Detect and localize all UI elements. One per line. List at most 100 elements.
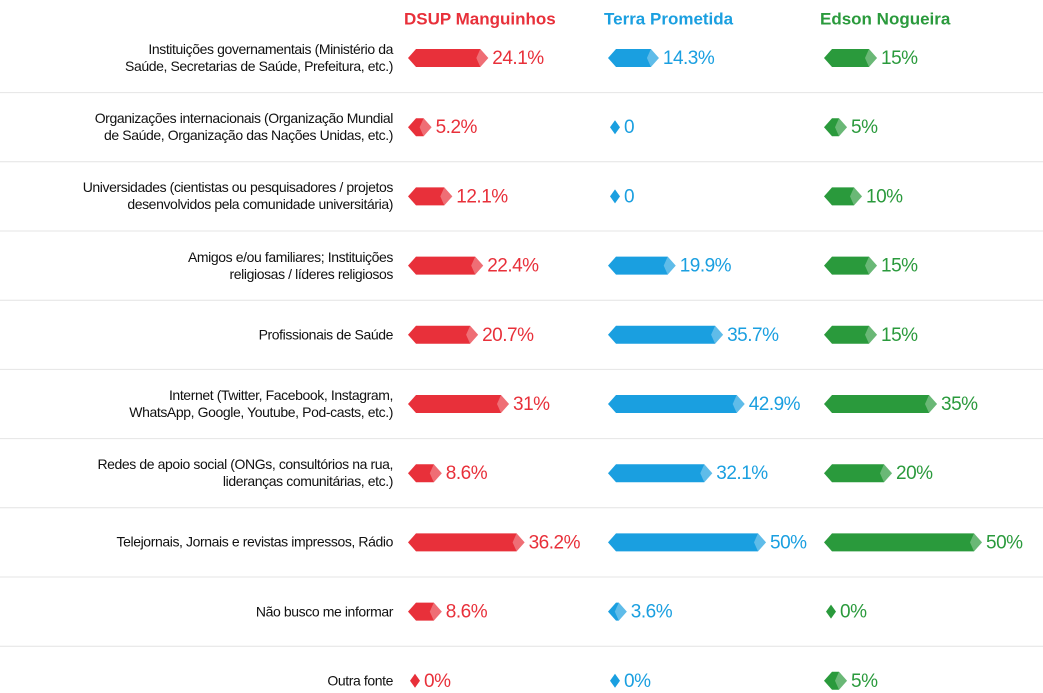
value-label: 10% [866,186,903,207]
bar-tip [476,49,489,67]
bar-tip [646,49,659,67]
bar-tip [732,395,745,413]
bar-tip [711,325,724,344]
value-label: 8.6% [446,463,488,484]
category-label: Amigos e/ou familiares; Instituições rel… [187,248,393,282]
value-label: 36.2% [529,532,581,553]
bar [608,464,713,483]
bar [408,325,479,344]
value-label: 24.1% [492,48,544,69]
value-label: 50% [770,532,807,553]
bar [824,533,982,552]
bar-tip [466,325,479,344]
bar-tip [497,395,509,413]
value-label: 12.1% [456,186,508,207]
bar [410,673,420,688]
bar [610,673,620,688]
bar [608,602,627,621]
bar-tip [865,256,877,275]
bar [610,189,620,204]
legend-label: Edson Nogueira [820,9,951,28]
bar [826,604,836,619]
value-label: 14.3% [663,48,715,69]
value-label: 0 [624,117,634,138]
category-label: Profissionais de Saúde [258,326,394,343]
value-label: 5% [851,117,878,138]
bar [824,118,847,137]
bar [408,49,489,67]
bar [824,325,877,344]
bar [824,464,892,483]
bar-tip [970,533,982,552]
bar [824,395,937,413]
bar [408,395,509,413]
value-label: 5.2% [436,117,478,138]
bar [408,256,484,275]
value-label: 15% [881,325,918,346]
bar [608,256,676,275]
legend-label: DSUP Manguinhos [404,9,556,28]
category-label: Organizações internacionais (Organização… [94,110,394,144]
bar [408,602,442,621]
bar-tip [663,256,676,275]
bar [608,395,745,413]
value-label: 15% [881,256,918,277]
bar [608,533,766,552]
category-label: Instituições governamentais (Ministério … [125,41,393,74]
value-label: 15% [881,48,918,69]
value-label: 20.7% [482,325,534,346]
bar-tip [614,602,627,621]
bar [408,118,432,137]
bar-tip [865,325,877,344]
value-label: 19.9% [680,256,732,277]
value-label: 42.9% [749,394,801,415]
bar [824,671,847,690]
bar-tip [880,464,892,483]
value-label: 35% [941,394,978,415]
bar [610,120,620,135]
value-label: 50% [986,532,1023,553]
bar [608,325,724,344]
value-label: 35.7% [727,325,779,346]
bar [408,464,442,483]
legend-label: Terra Prometida [604,9,734,28]
category-label: Universidades (cientistas ou pesquisador… [82,179,394,213]
value-label: 22.4% [487,256,539,277]
bar-tip [850,187,862,206]
value-label: 8.6% [446,602,488,623]
bar [608,49,659,67]
category-label: Internet (Twitter, Facebook, Instagram, … [129,387,393,420]
bar-tip [925,395,937,413]
bar-tip [865,49,877,67]
bar-tip [429,602,442,621]
value-label: 0% [424,671,451,692]
value-label: 0% [624,671,651,692]
bar-tip [512,533,525,552]
category-label: Não busco me informar [255,603,394,620]
category-label: Telejornais, Jornais e revistas impresso… [116,533,394,550]
value-label: 3.6% [631,602,673,623]
value-label: 0 [624,186,634,207]
value-label: 20% [896,463,933,484]
value-label: 5% [851,671,878,692]
category-label: Outra fonte [327,672,393,689]
bar [824,187,862,206]
bar-tip [835,671,847,690]
bar-tip [440,187,453,206]
bar-tip [835,118,847,137]
bar-tip [429,464,442,483]
value-label: 0% [840,602,867,623]
bar [408,533,525,552]
category-label: Redes de apoio social (ONGs, consultório… [97,456,393,490]
value-label: 31% [513,394,550,415]
bar-tip [471,256,484,275]
value-label: 32.1% [716,463,768,484]
bar-tip [700,464,713,483]
bar-tip [754,533,766,552]
bar [824,256,877,275]
bar-tip [419,118,432,137]
bar [408,187,453,206]
bar [824,49,877,67]
